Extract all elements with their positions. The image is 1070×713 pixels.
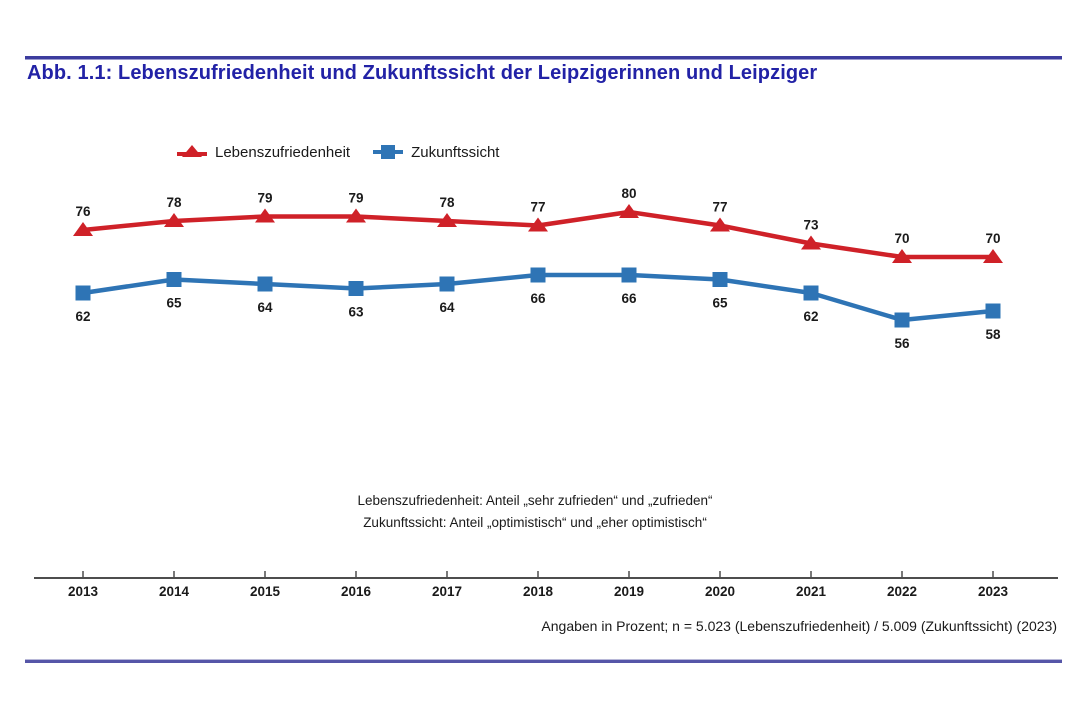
value-label-zukunftssicht-2019: 66: [621, 291, 637, 306]
value-label-zukunftssicht-2018: 66: [530, 291, 546, 306]
x-axis-label-2016: 2016: [341, 584, 372, 599]
marker-lebenszufriedenheit-2021: [801, 235, 821, 250]
legend-marker-triangle-icon: [177, 145, 207, 157]
value-label-zukunftssicht-2022: 56: [894, 336, 910, 351]
x-axis-label-2017: 2017: [432, 584, 462, 599]
marker-zukunftssicht-2022: [894, 312, 910, 328]
legend-marker-square-icon: [373, 145, 404, 159]
x-axis-label-2018: 2018: [523, 584, 554, 599]
marker-lebenszufriedenheit-2013: [73, 222, 93, 236]
value-label-zukunftssicht-2020: 65: [712, 296, 728, 311]
x-axis-label-2015: 2015: [250, 584, 281, 599]
marker-zukunftssicht-2018: [530, 267, 546, 283]
value-label-zukunftssicht-2017: 64: [439, 300, 455, 315]
x-axis-label-2023: 2023: [978, 584, 1009, 599]
marker-lebenszufriedenheit-2014: [164, 213, 184, 227]
x-axis-label-2014: 2014: [159, 584, 190, 599]
marker-zukunftssicht-2013: [75, 285, 91, 301]
chart-legend: Lebenszufriedenheit Zukunftssicht: [176, 143, 499, 161]
annotation-line-1: Lebenszufriedenheit: Anteil „sehr zufrie…: [357, 493, 713, 508]
annotation-line-2: Zukunftssicht: Anteil „optimistisch“ und…: [363, 515, 707, 530]
value-label-lebenszufriedenheit-2019: 80: [621, 186, 636, 201]
line-chart: 76 78 79 79 78 77 80 77 73 70 70 62 65 64 63 64 66 66 65 62…: [34, 186, 1058, 599]
marker-lebenszufriedenheit-2023: [983, 249, 1003, 263]
value-label-zukunftssicht-2015: 64: [257, 300, 273, 315]
marker-zukunftssicht-2020: [712, 272, 728, 287]
source-footnote: Angaben in Prozent; n = 5.023 (Lebenszuf…: [541, 618, 1057, 634]
value-label-zukunftssicht-2021: 62: [803, 309, 818, 324]
figure-title: Abb. 1.1: Lebenszufriedenheit und Zukunf…: [27, 62, 818, 84]
x-axis-label-2020: 2020: [705, 584, 735, 599]
legend-item-lebenszufriedenheit: Lebenszufriedenheit: [176, 143, 350, 161]
marker-zukunftssicht-2014: [166, 272, 182, 287]
marker-zukunftssicht-2019: [621, 267, 637, 283]
value-label-lebenszufriedenheit-2017: 78: [439, 195, 455, 210]
marker-lebenszufriedenheit-2015: [255, 208, 275, 223]
value-label-lebenszufriedenheit-2023: 70: [985, 231, 1000, 246]
value-label-zukunftssicht-2023: 58: [985, 327, 1001, 342]
bottom-divider-rule: [25, 660, 1062, 663]
legend-label-lebenszufriedenheit: Lebenszufriedenheit: [215, 143, 351, 161]
marker-lebenszufriedenheit-2019: [619, 204, 639, 218]
marker-lebenszufriedenheit-2022: [892, 249, 912, 263]
marker-zukunftssicht-2017: [439, 276, 455, 292]
marker-lebenszufriedenheit-2020: [710, 217, 730, 232]
marker-zukunftssicht-2016: [348, 281, 364, 296]
chart-annotation: Lebenszufriedenheit: Anteil „sehr zufrie…: [0, 490, 1070, 534]
value-label-lebenszufriedenheit-2016: 79: [348, 191, 363, 206]
marker-zukunftssicht-2015: [257, 276, 273, 292]
x-axis-label-2019: 2019: [614, 584, 644, 599]
marker-zukunftssicht-2023: [985, 303, 1001, 319]
top-divider-rule: [25, 56, 1062, 59]
x-axis-label-2013: 2013: [68, 584, 99, 599]
x-axis-label-2022: 2022: [887, 584, 917, 599]
value-label-lebenszufriedenheit-2013: 76: [75, 204, 91, 219]
value-label-lebenszufriedenheit-2014: 78: [166, 195, 182, 210]
marker-zukunftssicht-2021: [803, 285, 819, 301]
marker-lebenszufriedenheit-2017: [437, 213, 457, 227]
value-label-lebenszufriedenheit-2015: 79: [257, 191, 272, 206]
value-label-lebenszufriedenheit-2018: 77: [530, 200, 545, 215]
marker-lebenszufriedenheit-2016: [346, 208, 366, 223]
x-axis-label-2021: 2021: [796, 584, 827, 599]
value-label-zukunftssicht-2014: 65: [166, 296, 182, 311]
value-label-zukunftssicht-2016: 63: [348, 305, 364, 320]
value-label-lebenszufriedenheit-2021: 73: [803, 218, 819, 233]
value-label-zukunftssicht-2013: 62: [75, 309, 90, 324]
value-label-lebenszufriedenheit-2022: 70: [894, 231, 909, 246]
legend-item-zukunftssicht: Zukunftssicht: [372, 143, 499, 161]
value-label-lebenszufriedenheit-2020: 77: [712, 200, 727, 215]
marker-lebenszufriedenheit-2018: [528, 217, 548, 232]
legend-label-zukunftssicht: Zukunftssicht: [411, 143, 500, 161]
